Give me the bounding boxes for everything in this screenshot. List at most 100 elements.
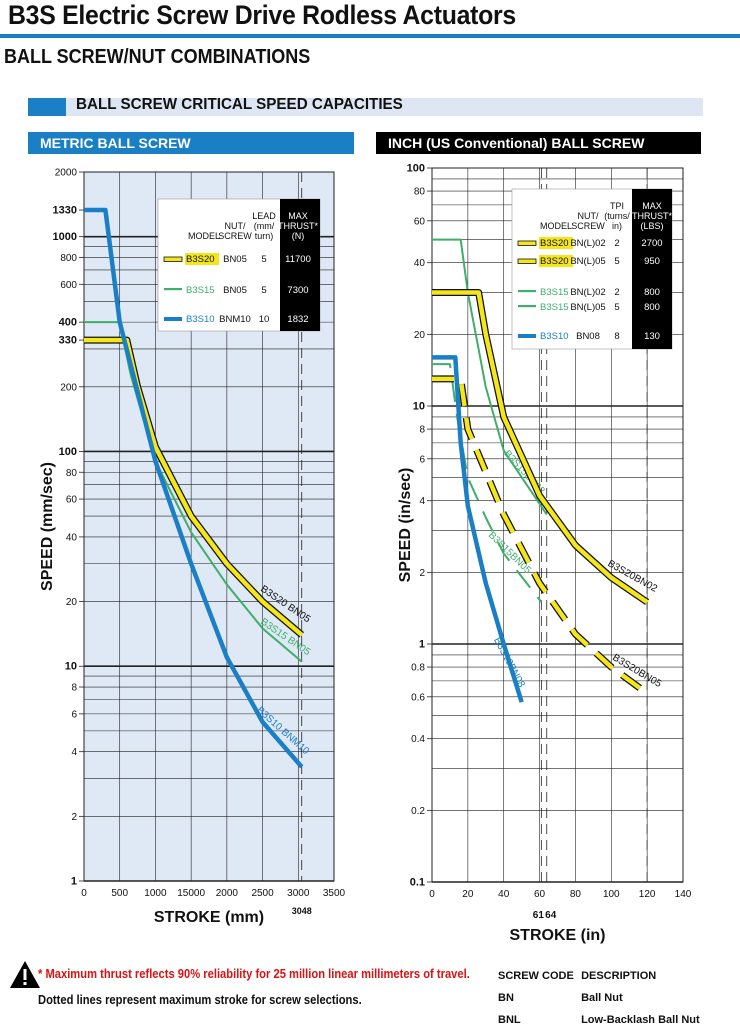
y-tick-label: 1: [419, 639, 425, 651]
warning-icon: [8, 958, 42, 992]
footnote-thrust: * Maximum thrust reflects 90% reliabilit…: [38, 966, 470, 981]
legend-thrust: 950: [644, 256, 660, 267]
y-tick-label: 2: [71, 812, 77, 823]
legend-model: B3S15: [540, 287, 569, 298]
legend-header: (mm/: [254, 221, 275, 231]
legend-header: MAX: [642, 201, 662, 211]
legend-header: THRUST*: [278, 221, 318, 231]
legend-lead: 5: [261, 254, 266, 265]
legend-swatch: [518, 305, 536, 307]
legend-lead: 10: [259, 314, 270, 325]
y-axis-label: SPEED (mm/sec): [39, 462, 56, 591]
y-tick-label: 0.2: [411, 806, 425, 817]
x-tick-label: 100: [603, 889, 620, 900]
legend-model: B3S10: [186, 314, 215, 325]
screw-codes-header-row: SCREW CODE DESCRIPTION: [498, 970, 700, 992]
y-tick-label: 100: [407, 163, 425, 175]
legend-screw: BN(L)05: [570, 256, 605, 267]
legend-lead: 8: [614, 331, 619, 342]
y-tick-label: 0.1: [410, 877, 425, 889]
y-tick-label: 40: [414, 258, 426, 269]
legend-header: in): [612, 221, 622, 231]
legend-thrust: 2700: [641, 238, 662, 249]
legend-thrust: 7300: [287, 285, 308, 296]
legend-model: B3S15: [186, 285, 215, 296]
screw-code-row: BN Ball Nut: [498, 992, 700, 1014]
legend-thrust: 800: [644, 287, 660, 298]
legend-thrust: 1832: [287, 314, 308, 325]
legend-screw: BN(L)02: [570, 287, 605, 298]
legend-header: NUT/: [578, 211, 599, 221]
y-tick-label: 20: [414, 330, 426, 341]
legend-swatch: [164, 288, 182, 290]
legend-header: MAX: [288, 211, 308, 221]
x-tick-label: 120: [639, 889, 656, 900]
y-tick-label: 1: [71, 876, 77, 888]
x-tick-label: 0: [429, 889, 435, 900]
y-tick-label: 400: [59, 317, 77, 329]
y-tick-label: 20: [66, 597, 78, 608]
x-tick-label: 80: [570, 889, 582, 900]
y-tick-label: 600: [60, 280, 77, 291]
max-stroke-label: 64: [545, 910, 557, 921]
x-tick-label: 0: [81, 888, 87, 899]
legend-header: (LBS): [640, 221, 663, 231]
x-tick-label: 140: [675, 889, 692, 900]
y-tick-label: 8: [71, 683, 77, 694]
y-tick-label: 0.6: [411, 692, 425, 703]
legend-swatch: [164, 317, 182, 321]
legend: MODELNUT/SCREWTPI(turns/in)MAXTHRUST*(LB…: [512, 189, 672, 349]
y-tick-label: 60: [66, 495, 78, 506]
legend-screw: BN05: [223, 285, 247, 296]
x-tick-label: 2000: [216, 888, 239, 899]
y-tick-label: 8: [419, 425, 425, 436]
screw-description: Ball Nut: [581, 992, 623, 1004]
legend-swatch: [518, 290, 536, 292]
x-tick-label: 500: [111, 888, 128, 899]
description-header: DESCRIPTION: [581, 970, 656, 982]
screw-code: BN: [498, 992, 578, 1004]
y-tick-label: 100: [59, 446, 77, 458]
y-tick-label: 6: [71, 709, 77, 720]
y-axis-label: SPEED (in/sec): [397, 468, 414, 583]
y-tick-label: 6: [419, 454, 425, 465]
y-tick-label: 1000: [53, 231, 77, 243]
legend-lead: 2: [614, 238, 619, 249]
legend-screw: BN05: [223, 254, 247, 265]
max-stroke-label: 61: [533, 910, 545, 921]
legend-lead: 5: [261, 285, 266, 296]
x-tick-label: 3500: [323, 888, 346, 899]
legend-header: SCREW: [571, 221, 605, 231]
screw-description: Low-Backlash Ball Nut: [581, 1014, 700, 1026]
legend-model: B3S20: [540, 256, 569, 267]
legend-header: NUT/: [225, 221, 246, 231]
x-tick-label: 2500: [251, 888, 274, 899]
legend-header: (N): [292, 231, 305, 241]
y-tick-label: 200: [60, 382, 77, 393]
legend-header: SCREW: [218, 231, 252, 241]
y-tick-label: 10: [413, 401, 425, 413]
y-tick-label: 4: [71, 747, 77, 758]
y-tick-label: 4: [419, 496, 425, 507]
screw-code-header: SCREW CODE: [498, 970, 578, 982]
y-tick-label: 0.8: [411, 663, 425, 674]
legend-model: B3S20: [186, 254, 215, 265]
y-tick-label: 2: [419, 568, 425, 579]
y-tick-label: 60: [414, 216, 426, 227]
legend-model: B3S20: [540, 238, 569, 249]
x-axis-label: STROKE (mm): [154, 909, 264, 926]
screw-codes-table: SCREW CODE DESCRIPTION BN Ball Nut BNL L…: [498, 970, 700, 1036]
legend-thrust: 800: [644, 302, 660, 313]
y-tick-label: 330: [59, 335, 77, 347]
footnote-dotted: Dotted lines represent maximum stroke fo…: [38, 992, 362, 1007]
legend-model: B3S10: [540, 331, 569, 342]
legend-thrust: 130: [644, 331, 660, 342]
y-tick-label: 80: [66, 468, 78, 479]
max-stroke-label: 3048: [292, 906, 312, 916]
x-tick-label: 15000: [177, 888, 205, 899]
x-tick-label: 60: [534, 889, 546, 900]
y-tick-label: 10: [65, 661, 77, 673]
x-tick-label: 1000: [144, 888, 167, 899]
